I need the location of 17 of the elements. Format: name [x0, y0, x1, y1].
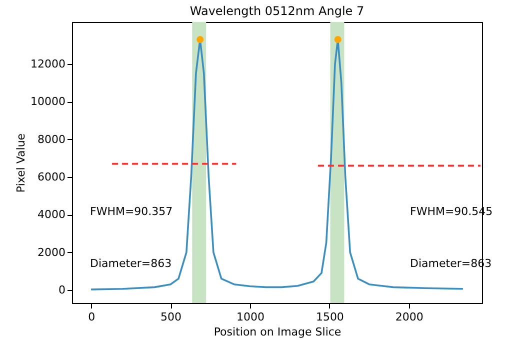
annotation: Diameter=863 [90, 257, 172, 270]
y-tick-label: 8000 [38, 132, 66, 146]
y-tick-label: 10000 [30, 95, 66, 108]
annotation: FWHM=90.357 [90, 205, 173, 218]
chart-title: Wavelength 0512nm Angle 7 [190, 4, 364, 18]
y-tick-label: 2000 [38, 246, 66, 259]
x-tick-label: 1000 [236, 310, 264, 324]
x-axis-title: Position on Image Slice [214, 326, 342, 338]
x-tick-label: 2000 [395, 310, 424, 324]
y-tick-label: 12000 [30, 58, 66, 70]
x-tick-label: 0 [88, 310, 96, 324]
x-tick-label: 1500 [316, 310, 344, 324]
y-tick-label: 4000 [38, 208, 66, 222]
y-axis-title: Pixel Value [14, 133, 28, 193]
y-tick-label: 6000 [38, 170, 66, 184]
y-tick-label: 0 [58, 284, 66, 297]
x-tick-label: 500 [160, 310, 182, 324]
